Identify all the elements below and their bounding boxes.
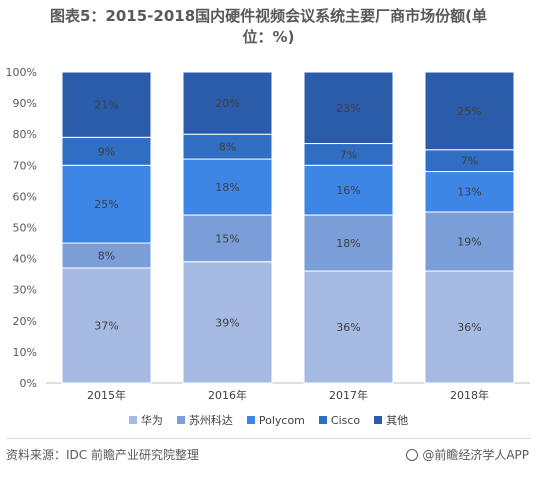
bar-segment bbox=[303, 270, 394, 384]
footer-divider bbox=[6, 438, 531, 439]
bar-segment bbox=[424, 171, 515, 213]
x-tick-label: 2017年 bbox=[329, 388, 368, 402]
legend-swatch bbox=[246, 416, 255, 424]
bar-segment bbox=[182, 158, 273, 216]
bar-segment bbox=[182, 71, 273, 135]
bar-segment bbox=[182, 214, 273, 263]
bar-segment bbox=[61, 71, 152, 138]
legend-item: 其他 bbox=[374, 412, 408, 428]
bar-segment bbox=[303, 71, 394, 145]
data-label: 36% bbox=[457, 321, 481, 334]
legend-swatch bbox=[176, 416, 185, 424]
data-label: 36% bbox=[336, 321, 360, 334]
data-label: 37% bbox=[94, 319, 118, 332]
legend-label: 华为 bbox=[140, 414, 163, 427]
y-tick-label: 60% bbox=[13, 190, 37, 203]
chart-title: 图表5：2015-2018国内硬件视频会议系统主要厂商市场份额(单 位：%) bbox=[0, 6, 537, 48]
source-note: 资料来源：IDC 前瞻产业研究院整理 bbox=[6, 448, 199, 462]
data-label: 15% bbox=[215, 232, 239, 245]
data-label: 18% bbox=[336, 237, 360, 250]
data-label: 8% bbox=[98, 249, 115, 262]
data-label: 23% bbox=[336, 102, 360, 115]
y-tick-label: 50% bbox=[13, 222, 37, 235]
data-label: 9% bbox=[98, 145, 115, 158]
chart-title-line-2: 位：%) bbox=[242, 28, 295, 46]
legend-item: 苏州科达 bbox=[176, 412, 233, 428]
y-tick-label: 30% bbox=[13, 284, 37, 297]
data-label: 7% bbox=[340, 148, 357, 161]
bar-segment bbox=[61, 267, 152, 384]
bar-segment bbox=[424, 211, 515, 272]
bar-segment bbox=[424, 270, 515, 384]
legend-item: 华为 bbox=[128, 412, 163, 428]
data-label: 13% bbox=[457, 186, 481, 199]
y-tick-label: 80% bbox=[13, 128, 37, 141]
stacked-bar-chart: 0% 10% 20% 30% 40% 50% 60% 70% 80% 90% 100% 37% 8% 25… bbox=[6, 66, 530, 402]
legend-swatch bbox=[374, 416, 383, 424]
data-label: 8% bbox=[219, 141, 236, 154]
chart-title-line-1: 图表5：2015-2018国内硬件视频会议系统主要厂商市场份额(单 bbox=[49, 7, 488, 25]
y-tick-label: 20% bbox=[13, 315, 37, 328]
brand-logo-icon bbox=[406, 448, 419, 461]
data-label: 21% bbox=[94, 99, 118, 112]
y-tick-label: 70% bbox=[13, 159, 37, 172]
x-tick-label: 2016年 bbox=[208, 388, 247, 402]
legend-item: Polycom bbox=[246, 412, 305, 428]
x-tick-label: 2018年 bbox=[450, 388, 489, 402]
x-tick-label: 2015年 bbox=[87, 388, 126, 402]
legend-swatch bbox=[318, 416, 327, 424]
data-label: 25% bbox=[457, 105, 481, 118]
y-tick-label: 10% bbox=[13, 346, 37, 359]
legend-swatch bbox=[128, 416, 137, 424]
chart-legend: 华为 苏州科达 Polycom Cisco 其他 bbox=[0, 412, 537, 428]
bar-segment bbox=[61, 164, 152, 244]
legend-label: 苏州科达 bbox=[188, 414, 233, 427]
y-tick-label: 90% bbox=[13, 97, 37, 110]
legend-label: 其他 bbox=[386, 414, 409, 427]
data-label: 19% bbox=[457, 235, 481, 248]
data-label: 7% bbox=[461, 155, 478, 168]
y-tick-label: 40% bbox=[13, 253, 37, 266]
bar-segment bbox=[182, 261, 273, 384]
y-tick-label: 100% bbox=[6, 66, 37, 79]
legend-item: Cisco bbox=[318, 412, 361, 428]
brand-text: @前瞻经济学人APP bbox=[422, 448, 529, 462]
bar-segment bbox=[424, 71, 515, 151]
bar-segment bbox=[61, 136, 152, 166]
legend-label: Polycom bbox=[258, 413, 305, 427]
data-label: 39% bbox=[215, 316, 239, 329]
data-label: 18% bbox=[215, 181, 239, 194]
y-tick-label: 0% bbox=[20, 377, 37, 390]
bar-segment bbox=[303, 214, 394, 272]
data-label: 16% bbox=[336, 184, 360, 197]
data-label: 20% bbox=[215, 97, 239, 110]
bar-segment bbox=[182, 133, 273, 160]
legend-label: Cisco bbox=[330, 413, 361, 427]
data-label: 25% bbox=[94, 198, 118, 211]
brand-credit: @前瞻经济学人APP bbox=[406, 446, 529, 463]
